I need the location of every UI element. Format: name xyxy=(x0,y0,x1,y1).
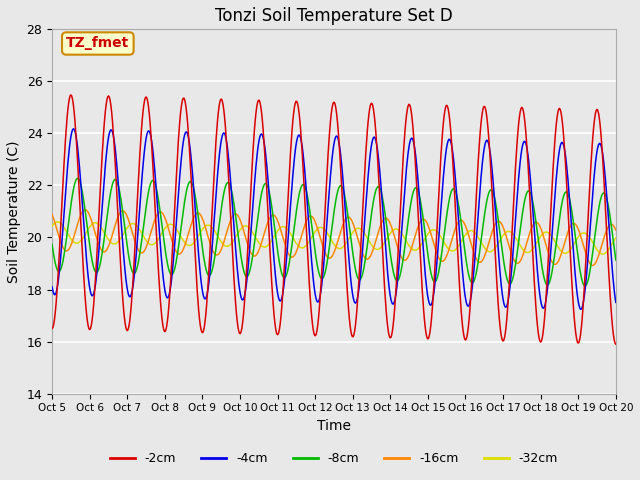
X-axis label: Time: Time xyxy=(317,419,351,433)
Title: Tonzi Soil Temperature Set D: Tonzi Soil Temperature Set D xyxy=(215,7,453,25)
Legend: -2cm, -4cm, -8cm, -16cm, -32cm: -2cm, -4cm, -8cm, -16cm, -32cm xyxy=(105,447,563,470)
Y-axis label: Soil Temperature (C): Soil Temperature (C) xyxy=(7,140,21,283)
Text: TZ_fmet: TZ_fmet xyxy=(66,36,129,50)
